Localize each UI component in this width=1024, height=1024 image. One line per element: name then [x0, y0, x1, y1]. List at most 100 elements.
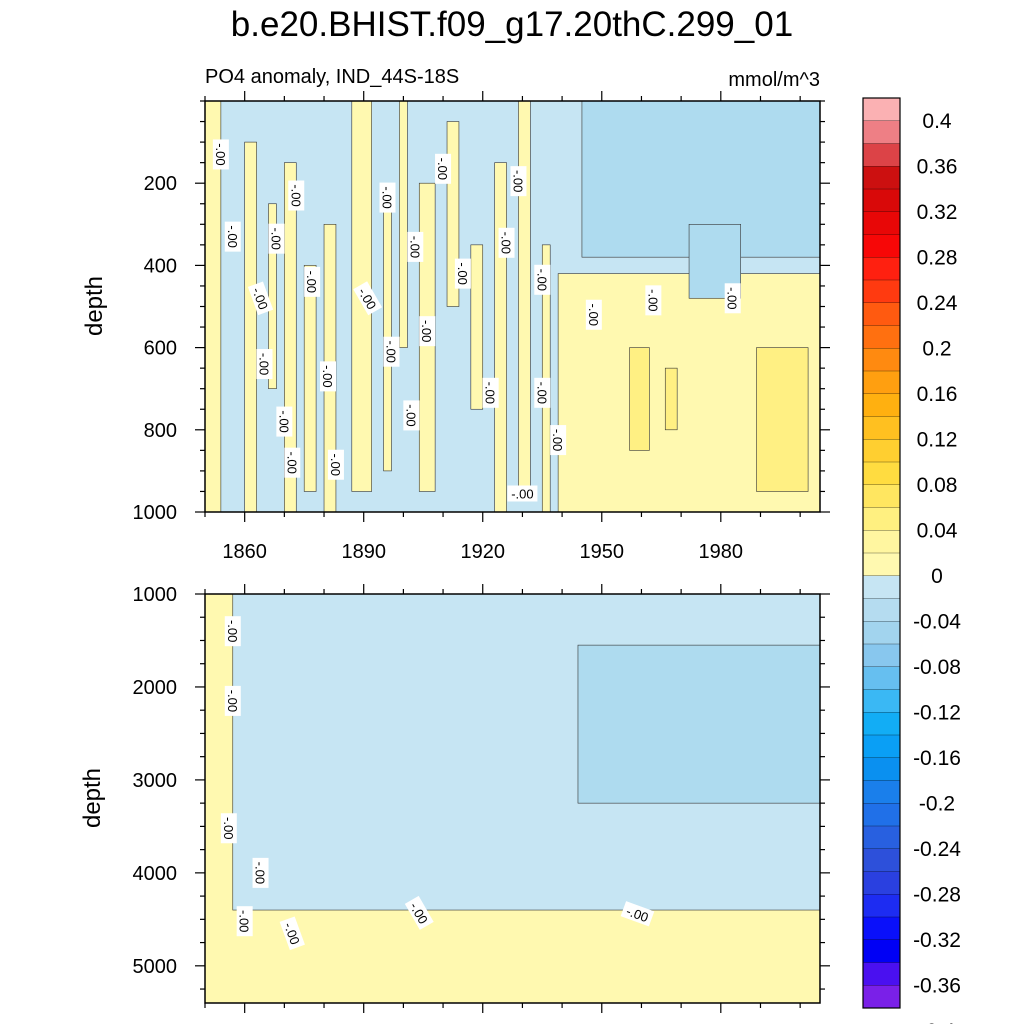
- top-panel-region: [284, 162, 297, 512]
- top-panel-contour-label-text: -.00: [725, 287, 740, 309]
- colorbar-label: -0.04: [913, 610, 961, 633]
- colorbar-swatch: [863, 393, 900, 417]
- top-panel-contour-label: -.00: [288, 180, 305, 211]
- top-panel-ytick-label: 800: [144, 420, 177, 442]
- colorbar: 0.4 0.36 0.32 0.28 0.24 0.2 0.16 0.12 0.08 0.04 0 -…: [862, 97, 961, 1024]
- top-panel-contour-label-text: -.00: [645, 289, 660, 311]
- colorbar-swatch: [863, 302, 900, 326]
- colorbar-swatch: [863, 530, 900, 554]
- top-panel-contour-label: -.00: [645, 285, 662, 316]
- bottom-panel-ytick-label: 4000: [133, 863, 178, 885]
- top-panel-contour-label-text: -.00: [383, 341, 398, 363]
- bottom-panel-contour-label-text: -.00: [281, 920, 303, 946]
- top-panel-ytick-label: 400: [144, 255, 177, 277]
- top-panel-ytick-label: 200: [144, 173, 177, 195]
- top-panel-region: [629, 347, 650, 451]
- colorbar-label: 0.04: [917, 519, 958, 542]
- top-panel-contour-label-text: -.00: [257, 353, 272, 375]
- colorbar-label: -0.4: [919, 1020, 956, 1024]
- colorbar-swatch: [863, 962, 900, 986]
- top-panel-contour-label: -.00: [403, 400, 420, 431]
- bottom-panel-contour-label-text: -.00: [253, 862, 268, 884]
- top-panel-contour-label-text: -.00: [407, 236, 422, 258]
- colorbar-label: -0.08: [913, 656, 961, 679]
- colorbar-label: 0.32: [917, 201, 958, 224]
- colorbar-label: -0.2: [919, 792, 955, 815]
- colorbar-label: 0.12: [917, 428, 958, 451]
- top-panel-contour-label-text: -.00: [284, 451, 299, 473]
- chart-subtitle: PO4 anomaly, IND_44S-18S: [205, 66, 459, 88]
- top-panel-contour-label-text: -.00: [213, 143, 228, 165]
- colorbar-swatch: [863, 826, 900, 850]
- top-panel-contour-labels: -.00 -.00 -.00 -.00 -.00 -.00 -.00 -.00 -.00 -.00…: [212, 139, 741, 502]
- top-panel-contour-label-text: -.00: [328, 454, 343, 476]
- top-panel-contour-label: -.00: [482, 377, 499, 408]
- colorbar-label: 0.16: [917, 383, 958, 406]
- bottom-panel-ytick-label: 2000: [133, 677, 178, 699]
- top-panel-region: [399, 101, 408, 348]
- top-panel-contour-label: -.00: [276, 406, 293, 437]
- top-panel-contour-label-text: -.00: [511, 487, 533, 502]
- colorbar-swatch: [863, 371, 900, 395]
- top-panel-contour-label: -.00: [724, 283, 741, 314]
- bottom-panel-contour-label: -.00: [224, 685, 241, 716]
- bottom-panel-contour-labels: -.00-.00-.00-.00-.00 -.00-.00 -.00: [220, 616, 655, 951]
- colorbar-swatch: [863, 939, 900, 963]
- colorbar-swatch: [863, 166, 900, 190]
- top-panel-contour-label-text: -.00: [304, 271, 319, 293]
- bottom-panel-frame: [204, 593, 821, 1004]
- bottom-panel-contour-label-text: -.00: [221, 817, 236, 839]
- top-panel-contour-label-text: -.00: [403, 404, 418, 426]
- top-panel-contour-label: -.00: [534, 377, 551, 408]
- bottom-panel-contour-label: -.00: [220, 813, 237, 844]
- bottom-panel-contour-label-text: -.00: [225, 620, 240, 642]
- top-panel-contour-label: -.00: [454, 258, 471, 289]
- top-panel-ytick-label: 1000: [133, 502, 178, 524]
- colorbar-swatch: [863, 280, 900, 304]
- colorbar-swatch: [863, 894, 900, 918]
- colorbar-swatch: [863, 416, 900, 440]
- colorbar-label: -0.36: [913, 974, 961, 997]
- top-panel-xtick-label: 1860: [222, 541, 267, 563]
- top-panel-axis-ticks: 1860 1890 1920 1950 1980 200 400 600 800 1000: [133, 91, 830, 563]
- top-panel-contour-label: -.00: [383, 336, 400, 367]
- colorbar-swatch: [863, 575, 900, 599]
- top-panel-region: [756, 347, 809, 492]
- top-panel-contour-label: -.00: [510, 166, 527, 197]
- top-panel-contour-label-text: -.00: [320, 365, 335, 387]
- top-panel-region: [268, 203, 277, 389]
- top-panel-contour-label: -.00: [435, 153, 452, 184]
- top-panel-region: [470, 244, 484, 410]
- colorbar-label: 0.28: [917, 246, 958, 269]
- colorbar-label: 0.08: [917, 474, 958, 497]
- top-panel-contour-label: -.00: [419, 316, 436, 347]
- top-panel-contour-label-text: -.00: [534, 382, 549, 404]
- top-panel-xtick-label: 1950: [580, 541, 625, 563]
- bottom-panel: -.00-.00-.00-.00-.00 -.00-.00 -.00 1000200…: [79, 584, 830, 1013]
- bottom-panel-contour-label: -.00: [279, 916, 305, 951]
- colorbar-swatch: [863, 621, 900, 645]
- top-panel-region: [303, 265, 317, 492]
- colorbar-label: 0.2: [922, 337, 951, 360]
- top-panel-contour-label-text: -.00: [455, 262, 470, 284]
- top-panel-contour-label: -.00: [284, 447, 301, 478]
- top-panel-contour-label-text: -.00: [499, 232, 514, 254]
- colorbar-swatch: [863, 553, 900, 577]
- top-panel-contour-label: -.00: [224, 221, 241, 252]
- colorbar-swatch: [863, 985, 900, 1009]
- top-panel-contour-label-text: -.00: [534, 269, 549, 291]
- colorbar-swatch: [863, 211, 900, 235]
- bottom-panel-contour-label: -.00: [236, 906, 253, 937]
- colorbar-swatch: [863, 735, 900, 759]
- colorbar-swatch: [863, 666, 900, 690]
- top-panel-contour-label: -.00: [327, 449, 344, 480]
- colorbar-swatch: [863, 689, 900, 713]
- top-panel-contour-label: -.00: [534, 264, 551, 295]
- bottom-panel-contour-label: -.00: [252, 857, 269, 888]
- top-panel-ytick-label: 600: [144, 338, 177, 360]
- colorbar-label: 0.4: [922, 110, 952, 133]
- top-panel: -.00 -.00 -.00 -.00 -.00 -.00 -.00 -.00 -.00 -.00…: [81, 91, 830, 563]
- colorbar-label: -0.12: [913, 701, 961, 724]
- top-panel-xtick-label: 1980: [699, 541, 744, 563]
- colorbar-frame: [862, 97, 901, 1009]
